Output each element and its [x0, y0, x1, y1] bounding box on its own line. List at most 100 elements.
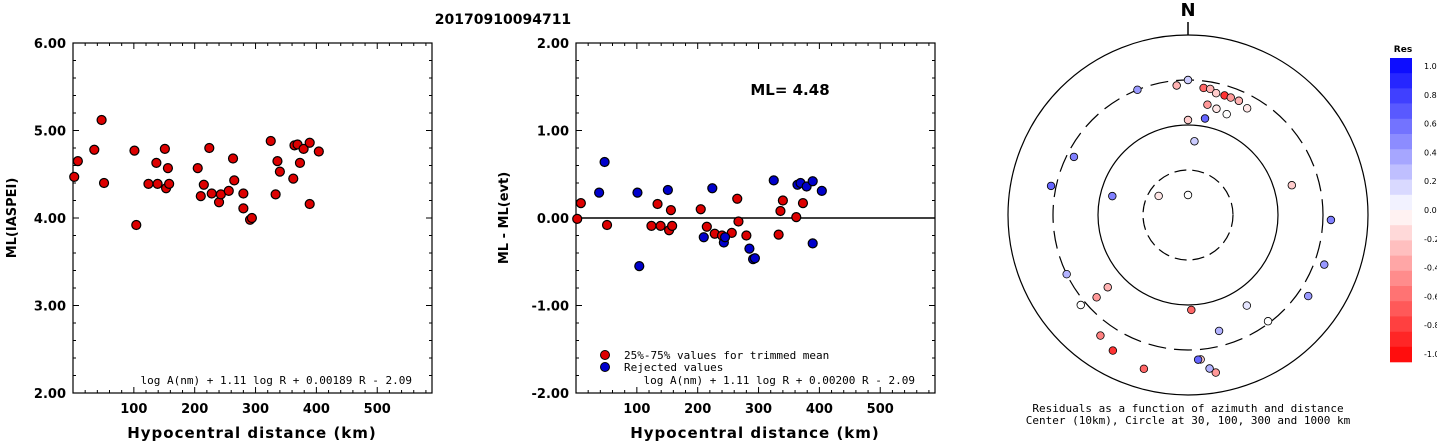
station-marker [1211, 368, 1220, 377]
ring-100km [1097, 124, 1279, 306]
x-tick-label: 400 [303, 402, 330, 417]
data-point [206, 188, 217, 199]
y-tick-label: 2.00 [537, 37, 569, 52]
colorbar-cell [1390, 58, 1412, 74]
legend-rejected-label: Rejected values [624, 361, 723, 374]
station-marker [1287, 181, 1297, 190]
station-marker [1069, 152, 1079, 162]
colorbar-tick-label: -0.8 [1424, 321, 1437, 330]
colorbar-cell [1390, 270, 1412, 287]
y-tick-label: -1.00 [532, 300, 569, 315]
station-marker [1103, 283, 1112, 292]
station-marker [1062, 269, 1071, 279]
rejected-point [698, 232, 709, 243]
station-marker [1183, 115, 1193, 125]
station-marker [1183, 190, 1193, 200]
x-axis-label: Hypocentral distance (km) [630, 424, 880, 441]
trimmed-point [601, 219, 613, 231]
trimmed-point [646, 220, 657, 231]
data-point [229, 175, 240, 186]
station-marker [1154, 191, 1163, 201]
rejected-point [634, 261, 645, 272]
data-point [227, 153, 239, 164]
station-markers [1046, 75, 1336, 377]
data-point [304, 137, 315, 148]
rejected-point [807, 176, 818, 187]
colorbar-tick-label: -0.2 [1424, 235, 1437, 244]
trimmed-point [652, 198, 663, 210]
panel-ml-vs-distance: 2.00 3.00 4.00 5.00 6.00 100 200 300 400 500 ML(I… [5, 37, 433, 442]
x-tick-label: 200 [684, 402, 711, 417]
data-point [131, 219, 142, 231]
data-point [274, 166, 285, 177]
colorbar-tick-label: 1.0 [1424, 62, 1437, 71]
station-marker [1211, 89, 1221, 98]
y-axis-label: ML(IASPEI) [5, 178, 20, 259]
colorbar-cell [1390, 164, 1412, 180]
station-marker [1226, 93, 1235, 102]
y-tick-label: -2.00 [532, 387, 569, 402]
colorbar-tick-label: -1.0 [1424, 350, 1437, 359]
trimmed-point [777, 195, 788, 206]
station-marker [1076, 300, 1085, 310]
y-tick-label: 0.00 [537, 212, 569, 227]
y-tick-label: 3.00 [34, 300, 66, 315]
colorbar-cell [1390, 286, 1412, 302]
data-point [288, 173, 299, 184]
x-tick-label: 300 [745, 402, 772, 417]
panel-polar-residuals: N Residuals as a function of azimuth and… [1007, 0, 1369, 427]
rejected-point [768, 175, 779, 186]
colorbar-labels: 1.0 0.8 0.6 0.4 0.2 0.0 -0.2 -0.4 -0.6 -0.8 -1.0 [1424, 62, 1437, 359]
station-marker [1234, 96, 1244, 106]
x-tick-label: 300 [242, 402, 269, 417]
x-tick-label: 100 [623, 402, 650, 417]
rejected-point [719, 232, 731, 243]
data-point [270, 189, 281, 200]
data-point [162, 163, 174, 174]
legend-trimmed-marker [600, 350, 610, 360]
colorbar-cell [1390, 179, 1412, 196]
data-point [143, 178, 154, 189]
station-marker [1214, 326, 1224, 336]
ring-30km [1142, 169, 1234, 261]
data-point [192, 163, 203, 174]
data-point [89, 144, 100, 155]
trimmed-point [572, 213, 583, 224]
colorbar-tick-label: 0.8 [1424, 91, 1437, 100]
data-points [572, 156, 827, 272]
data-point [272, 156, 283, 167]
tick-group: 2.00 3.00 4.00 5.00 6.00 100 200 300 400 500 [34, 37, 432, 417]
data-point [238, 188, 249, 199]
data-point [294, 157, 306, 168]
data-point [96, 114, 107, 126]
station-marker [1222, 109, 1231, 119]
legend-rejected-marker [600, 362, 610, 372]
north-label: N [1180, 0, 1195, 21]
station-marker [1139, 364, 1149, 374]
trimmed-point [791, 212, 802, 223]
data-point [151, 157, 162, 168]
data-point [304, 198, 315, 210]
data-point [313, 146, 324, 157]
rejected-point [707, 183, 718, 194]
x-tick-label: 100 [120, 402, 147, 417]
colorbar-tick-label: -0.6 [1424, 292, 1437, 301]
station-marker [1187, 305, 1196, 315]
trimmed-point [775, 205, 786, 217]
y-tick-label: 5.00 [34, 125, 66, 140]
legend-trimmed-label: 25%-75% values for trimmed mean [624, 349, 829, 362]
data-point [198, 179, 209, 190]
x-tick-label: 400 [806, 402, 833, 417]
station-marker [1206, 84, 1215, 94]
station-marker [1326, 215, 1336, 225]
x-tick-label: 500 [867, 402, 894, 417]
colorbar-cell [1390, 88, 1412, 104]
station-marker [1200, 114, 1210, 123]
colorbar-tick-label: 0.4 [1424, 148, 1437, 157]
colorbar-cell [1390, 225, 1412, 241]
ring-1000km [1007, 34, 1369, 396]
station-marker [1133, 85, 1142, 95]
y-tick-label: 4.00 [34, 212, 66, 227]
data-point [159, 143, 170, 154]
trimmed-point [665, 205, 677, 216]
